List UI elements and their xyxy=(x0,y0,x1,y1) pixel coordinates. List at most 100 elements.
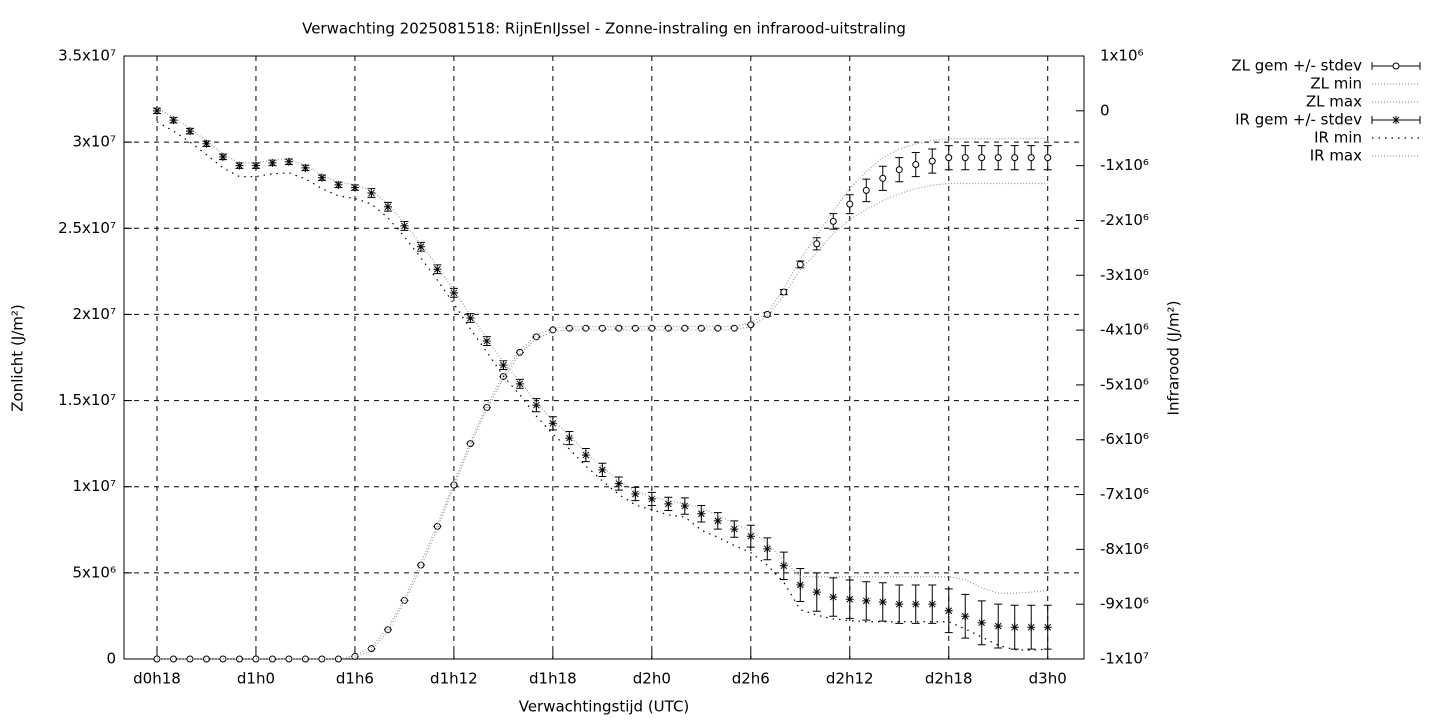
legend-label: IR gem +/- stdev xyxy=(1235,111,1362,129)
y2-tick-label: -1x10⁶ xyxy=(1100,156,1149,174)
point xyxy=(647,494,656,503)
point xyxy=(548,419,557,428)
point xyxy=(1010,623,1019,632)
legend-label: IR min xyxy=(1314,129,1362,147)
point xyxy=(631,324,639,332)
x-tick-label: d1h18 xyxy=(529,670,577,688)
point xyxy=(317,173,326,182)
point xyxy=(978,154,986,162)
y-tick-label: 2.5x10⁷ xyxy=(58,219,116,237)
point xyxy=(400,596,408,604)
legend-label: IR max xyxy=(1310,147,1362,165)
point xyxy=(746,532,755,541)
point xyxy=(417,561,425,569)
point xyxy=(202,655,210,663)
point xyxy=(1027,154,1035,162)
y-tick-label: 3x10⁷ xyxy=(72,133,116,151)
point xyxy=(1043,623,1052,632)
point xyxy=(499,361,508,370)
y2-tick-label: -3x10⁶ xyxy=(1100,266,1149,284)
line xyxy=(156,121,1048,651)
point xyxy=(483,403,491,411)
point xyxy=(301,163,310,172)
point xyxy=(829,593,838,602)
point xyxy=(516,348,524,356)
point xyxy=(730,525,739,534)
x-tick-label: d1h6 xyxy=(336,670,374,688)
point xyxy=(466,314,475,323)
point xyxy=(367,189,376,198)
point xyxy=(895,166,903,174)
point xyxy=(895,600,904,609)
legend-marker xyxy=(1392,62,1400,70)
legend-label: ZL gem +/- stdev xyxy=(1231,57,1362,75)
point xyxy=(614,479,623,488)
point xyxy=(598,465,607,474)
point xyxy=(631,489,640,498)
point xyxy=(862,186,870,194)
line xyxy=(156,182,1048,660)
x-tick-label: d2h6 xyxy=(732,670,770,688)
point xyxy=(912,161,920,169)
y2-tick-label: 0 xyxy=(1100,101,1110,119)
y-axis-label: Zonlicht (J/m²) xyxy=(9,304,27,412)
point xyxy=(680,502,689,511)
point xyxy=(664,324,672,332)
point xyxy=(186,655,194,663)
y2-tick-label: 1x10⁶ xyxy=(1100,47,1144,65)
point xyxy=(351,652,359,660)
point xyxy=(565,324,573,332)
y2-axis-label: Infrarood (J/m²) xyxy=(1165,301,1183,416)
point xyxy=(945,154,953,162)
legend-label: ZL max xyxy=(1306,93,1362,111)
point xyxy=(944,606,953,615)
point xyxy=(779,561,788,570)
point xyxy=(383,202,392,211)
point xyxy=(1044,154,1052,162)
point xyxy=(664,499,673,508)
point xyxy=(235,161,244,170)
point xyxy=(697,509,706,518)
point xyxy=(482,337,491,346)
y-tick-label: 3.5x10⁷ xyxy=(58,47,116,65)
point xyxy=(219,655,227,663)
point xyxy=(845,595,854,604)
plot-frame xyxy=(123,55,1085,660)
point xyxy=(384,626,392,634)
y-tick-label: 1x10⁷ xyxy=(72,477,116,495)
point xyxy=(532,333,540,341)
point xyxy=(301,655,309,663)
point xyxy=(961,612,970,621)
point xyxy=(961,154,969,162)
y2-tick-label: -7x10⁶ xyxy=(1100,485,1149,503)
point xyxy=(879,174,887,182)
point xyxy=(977,618,986,627)
point xyxy=(334,655,342,663)
point xyxy=(1011,154,1019,162)
point xyxy=(813,240,821,248)
y2-tick-label: -5x10⁶ xyxy=(1100,375,1149,393)
x-tick-label: d3h0 xyxy=(1029,670,1067,688)
x-tick-label: d2h0 xyxy=(633,670,671,688)
chart-title: Verwachting 2025081518: RijnEnIJssel - Z… xyxy=(302,20,906,38)
point xyxy=(829,217,837,225)
x-tick-label: d0h18 xyxy=(133,670,181,688)
point xyxy=(169,655,177,663)
line xyxy=(156,107,1048,594)
point xyxy=(284,157,293,166)
point xyxy=(994,622,1003,631)
point xyxy=(598,324,606,332)
y-tick-label: 5x10⁶ xyxy=(72,563,116,581)
point xyxy=(1027,623,1036,632)
point xyxy=(235,655,243,663)
point xyxy=(202,139,211,148)
point xyxy=(218,152,227,161)
point xyxy=(812,588,821,597)
y2-tick-label: -2x10⁶ xyxy=(1100,211,1149,229)
x-tick-label: d1h12 xyxy=(430,670,478,688)
point xyxy=(449,288,458,297)
point xyxy=(252,655,260,663)
point xyxy=(169,116,178,125)
point xyxy=(433,265,442,274)
